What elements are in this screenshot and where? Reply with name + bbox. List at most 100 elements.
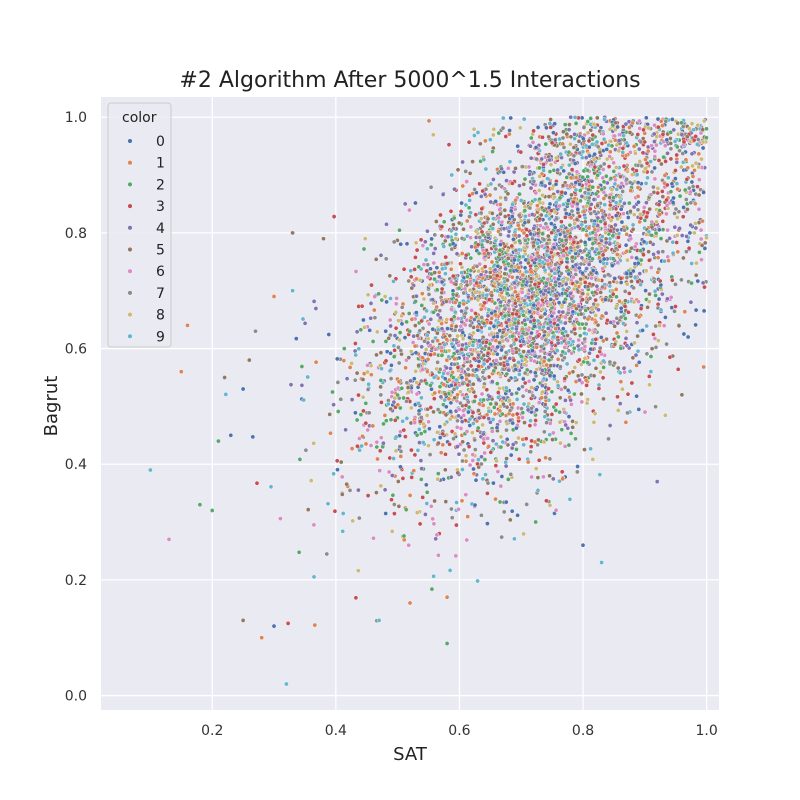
data-point bbox=[553, 262, 558, 267]
data-point bbox=[444, 299, 449, 304]
data-point bbox=[514, 326, 519, 332]
data-point bbox=[475, 425, 481, 431]
data-point bbox=[647, 206, 653, 212]
data-point bbox=[497, 340, 502, 346]
data-point bbox=[401, 427, 407, 433]
data-point bbox=[553, 234, 558, 240]
data-point bbox=[652, 148, 658, 154]
data-point bbox=[547, 121, 553, 126]
data-point bbox=[677, 226, 682, 231]
data-point bbox=[367, 327, 373, 333]
data-point bbox=[526, 164, 532, 170]
data-point bbox=[419, 466, 424, 471]
data-point bbox=[520, 384, 525, 390]
data-point bbox=[535, 240, 540, 246]
data-point bbox=[464, 179, 470, 184]
data-point bbox=[481, 320, 487, 326]
data-point bbox=[463, 310, 468, 316]
data-point bbox=[578, 188, 583, 193]
data-point bbox=[613, 177, 618, 183]
data-point bbox=[527, 309, 533, 315]
data-point bbox=[675, 366, 681, 372]
data-point bbox=[393, 325, 399, 331]
data-point bbox=[577, 150, 583, 156]
data-point bbox=[600, 234, 605, 239]
data-point bbox=[533, 256, 539, 262]
data-point bbox=[400, 418, 406, 424]
data-point bbox=[414, 247, 420, 253]
data-point bbox=[673, 304, 678, 309]
data-point bbox=[553, 401, 559, 407]
data-point bbox=[499, 166, 504, 172]
data-point bbox=[499, 534, 505, 540]
data-point bbox=[493, 496, 498, 502]
data-point bbox=[594, 247, 600, 252]
data-point bbox=[655, 255, 661, 261]
data-point bbox=[552, 194, 557, 200]
data-point bbox=[534, 266, 539, 272]
data-point bbox=[529, 438, 534, 444]
data-point bbox=[480, 431, 486, 437]
data-point bbox=[480, 188, 486, 194]
data-point bbox=[595, 115, 600, 121]
data-point bbox=[465, 382, 471, 388]
data-point bbox=[600, 214, 606, 220]
data-point bbox=[350, 518, 356, 524]
data-point bbox=[365, 427, 371, 433]
data-point bbox=[396, 360, 402, 366]
data-point bbox=[537, 188, 542, 193]
data-point bbox=[413, 200, 418, 206]
data-point bbox=[535, 290, 540, 295]
data-point bbox=[361, 317, 366, 323]
data-point bbox=[693, 201, 698, 206]
data-point bbox=[663, 119, 669, 124]
data-point bbox=[467, 335, 472, 340]
data-point bbox=[585, 130, 591, 136]
data-point bbox=[684, 234, 689, 239]
data-point bbox=[498, 444, 504, 450]
data-point bbox=[647, 374, 652, 379]
data-point bbox=[533, 370, 538, 376]
data-point bbox=[509, 391, 515, 397]
data-point bbox=[476, 408, 481, 413]
data-point bbox=[466, 409, 471, 415]
data-point bbox=[593, 191, 599, 197]
data-point bbox=[421, 296, 427, 302]
data-point bbox=[433, 346, 438, 352]
data-point bbox=[398, 241, 404, 247]
data-point bbox=[387, 368, 393, 374]
data-point bbox=[565, 276, 571, 282]
data-point bbox=[649, 224, 655, 230]
data-point bbox=[406, 389, 411, 395]
data-point bbox=[589, 178, 595, 184]
data-point bbox=[588, 116, 594, 121]
data-point bbox=[566, 307, 571, 312]
data-point bbox=[490, 344, 496, 350]
data-point bbox=[343, 427, 348, 433]
data-point bbox=[626, 215, 631, 220]
data-point bbox=[596, 307, 601, 313]
data-point bbox=[546, 332, 551, 338]
data-point bbox=[500, 115, 506, 121]
data-point bbox=[552, 266, 558, 272]
data-point bbox=[582, 326, 587, 331]
data-point bbox=[425, 228, 430, 234]
data-point bbox=[512, 536, 517, 542]
data-point bbox=[492, 411, 498, 417]
data-point bbox=[551, 334, 556, 340]
data-point bbox=[434, 429, 440, 435]
data-point bbox=[693, 322, 698, 328]
data-point bbox=[541, 162, 546, 167]
data-point bbox=[522, 357, 528, 362]
data-point bbox=[657, 323, 662, 328]
data-point bbox=[311, 522, 317, 528]
data-point bbox=[488, 181, 494, 187]
data-point bbox=[382, 487, 388, 493]
data-point bbox=[613, 246, 619, 251]
data-point bbox=[632, 275, 638, 280]
data-point bbox=[420, 440, 426, 445]
data-point bbox=[553, 326, 558, 332]
data-point bbox=[451, 386, 457, 392]
data-point bbox=[601, 396, 606, 402]
data-point bbox=[636, 314, 642, 320]
